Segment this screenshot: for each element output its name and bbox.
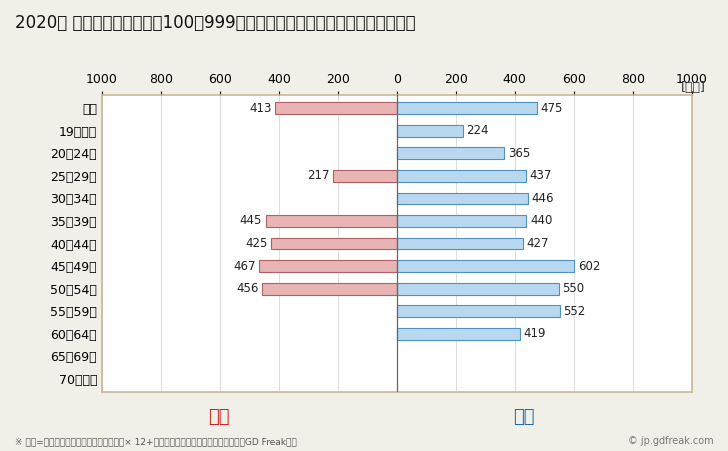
- Text: 550: 550: [563, 282, 585, 295]
- Bar: [397, 193, 529, 204]
- Text: 217: 217: [306, 170, 329, 182]
- Text: 602: 602: [578, 260, 600, 272]
- Text: 419: 419: [524, 327, 546, 340]
- Text: 445: 445: [240, 215, 262, 227]
- Bar: [275, 102, 397, 114]
- Text: 456: 456: [237, 282, 258, 295]
- Text: © jp.gdfreak.com: © jp.gdfreak.com: [628, 437, 713, 446]
- Text: 427: 427: [526, 237, 549, 250]
- Bar: [397, 170, 526, 182]
- Text: 224: 224: [467, 124, 488, 137]
- Bar: [259, 260, 397, 272]
- Bar: [397, 260, 574, 272]
- Text: 437: 437: [529, 170, 552, 182]
- Bar: [397, 305, 560, 317]
- Text: ※ 年収=「きまって支給する現金給与額」× 12+「年間賞与その他特別給与額」としてGD Freak推計: ※ 年収=「きまって支給する現金給与額」× 12+「年間賞与その他特別給与額」と…: [15, 437, 296, 446]
- Text: 425: 425: [245, 237, 268, 250]
- Bar: [397, 147, 505, 159]
- Bar: [397, 102, 537, 114]
- Bar: [397, 215, 526, 227]
- Bar: [266, 215, 397, 227]
- Bar: [397, 283, 559, 295]
- Text: 男性: 男性: [513, 408, 535, 426]
- Text: 365: 365: [508, 147, 530, 160]
- Text: 413: 413: [249, 102, 272, 115]
- Bar: [397, 238, 523, 249]
- Text: 2020年 民間企業（従業者数100〜999人）フルタイム労働者の男女別平均年収: 2020年 民間企業（従業者数100〜999人）フルタイム労働者の男女別平均年収: [15, 14, 415, 32]
- Text: 446: 446: [531, 192, 554, 205]
- Text: 女性: 女性: [207, 408, 229, 426]
- Bar: [262, 283, 397, 295]
- Bar: [272, 238, 397, 249]
- Text: 475: 475: [540, 102, 563, 115]
- Text: 552: 552: [563, 305, 585, 318]
- Bar: [333, 170, 397, 182]
- Text: 467: 467: [233, 260, 256, 272]
- Bar: [397, 328, 521, 340]
- Bar: [397, 125, 463, 137]
- Text: [万円]: [万円]: [681, 81, 706, 94]
- Text: 440: 440: [530, 215, 553, 227]
